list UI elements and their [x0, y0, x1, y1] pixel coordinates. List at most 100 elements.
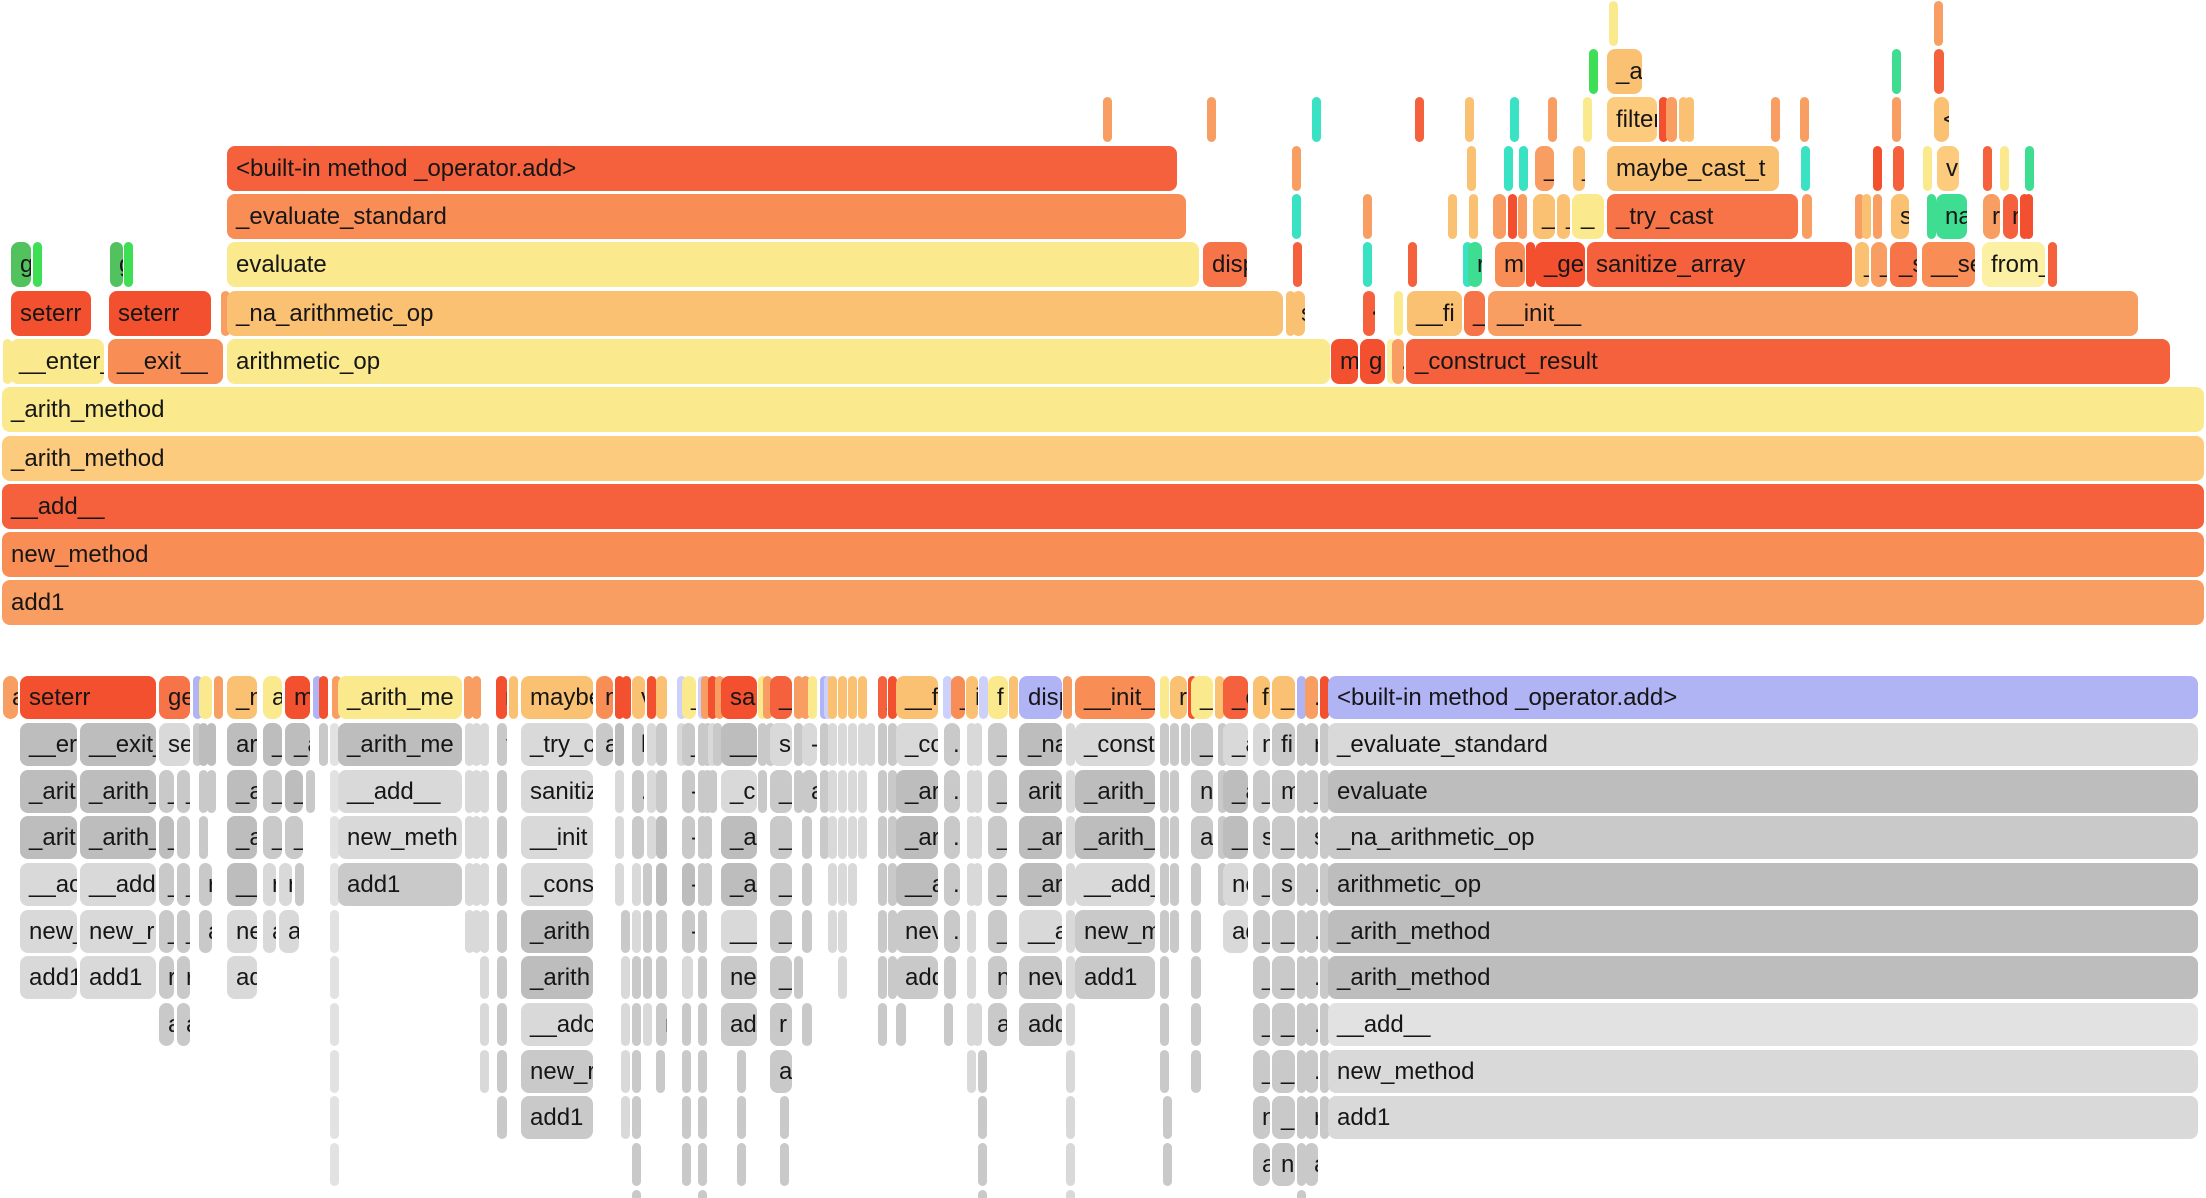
frame-sliver[interactable]: [888, 676, 897, 719]
frame-sliver[interactable]: [632, 1096, 641, 1139]
frame-sliver[interactable]: [497, 956, 507, 999]
frame-.[interactable]: .: [656, 770, 667, 813]
frame-.[interactable]: .: [497, 863, 507, 906]
frame-.[interactable]: .: [944, 863, 960, 906]
frame-sliver[interactable]: [698, 1190, 707, 1198]
frame-r[interactable]: r: [319, 723, 328, 766]
frame-sliver[interactable]: [780, 1143, 789, 1186]
frame-r[interactable]: r: [1305, 723, 1318, 766]
frame-__add__[interactable]: __add__: [2, 484, 2204, 529]
frame-_[interactable]: _: [988, 770, 1007, 813]
frame-a[interactable]: a: [770, 1050, 792, 1093]
frame-sliver[interactable]: [330, 1143, 339, 1186]
frame-sliver[interactable]: [621, 910, 630, 953]
frame-sliver[interactable]: [3, 339, 12, 384]
frame-from_[interactable]: from_: [1982, 242, 2045, 287]
frame-sliver[interactable]: [472, 816, 481, 859]
frame-__enter__[interactable]: __enter__: [10, 339, 104, 384]
frame-sliver[interactable]: [1160, 1050, 1169, 1093]
frame-sliver[interactable]: [621, 1003, 630, 1046]
frame-sliver[interactable]: [472, 676, 481, 719]
frame-_a[interactable]: _a: [227, 816, 257, 859]
frame-sliver[interactable]: [1066, 863, 1075, 906]
frame-.[interactable]: .: [1305, 956, 1318, 999]
frame-.[interactable]: .: [1305, 910, 1318, 953]
frame-ne[interactable]: ne: [721, 956, 757, 999]
frame-_[interactable]: _: [1253, 863, 1270, 906]
frame-sliver[interactable]: [1066, 1096, 1075, 1139]
frame-sliver[interactable]: [1297, 863, 1306, 906]
frame-sliver[interactable]: [199, 676, 212, 719]
frame-sliver[interactable]: [1320, 1050, 1329, 1093]
frame-__[interactable]: __: [721, 910, 757, 953]
frame-sliver[interactable]: [480, 910, 489, 953]
frame-evaluate[interactable]: evaluate: [227, 242, 1199, 287]
frame-ge[interactable]: ge: [159, 676, 190, 719]
frame--[interactable]: -: [682, 816, 695, 859]
frame-sliver[interactable]: [794, 676, 803, 719]
frame-sliver[interactable]: [713, 723, 722, 766]
frame-fi[interactable]: fi: [1272, 723, 1295, 766]
frame-sliver[interactable]: [1066, 910, 1075, 953]
frame-sliver[interactable]: [858, 770, 867, 813]
frame-_arith_method[interactable]: _arith_method: [2, 436, 2204, 481]
frame-__a[interactable]: __a: [1019, 910, 1062, 953]
frame-_[interactable]: _: [1305, 770, 1318, 813]
frame-_[interactable]: _: [1253, 1050, 1270, 1093]
frame-_evaluate_standard[interactable]: _evaluate_standard: [227, 194, 1186, 239]
frame-sliver[interactable]: [1066, 770, 1075, 813]
frame-f[interactable]: f: [497, 723, 507, 766]
frame-__adc[interactable]: __adc: [521, 1003, 593, 1046]
frame-n[interactable]: n: [596, 676, 613, 719]
frame-new_method[interactable]: new_method: [1328, 1050, 2198, 1093]
frame-n[interactable]: n: [1253, 1096, 1270, 1139]
frame-_[interactable]: _: [951, 676, 965, 719]
frame-sliver[interactable]: [848, 816, 857, 859]
frame-sliver[interactable]: [1934, 1, 1943, 46]
frame-sliver[interactable]: [888, 816, 897, 859]
frame-_[interactable]: _: [1871, 242, 1887, 287]
frame-sliver[interactable]: [820, 816, 829, 859]
frame-_arith_method[interactable]: _arith_method: [1328, 956, 2198, 999]
frame-_a[interactable]: _a: [721, 863, 757, 906]
frame-sliver[interactable]: [193, 723, 202, 766]
frame-sliver[interactable]: [313, 676, 322, 719]
frame-sliver[interactable]: [698, 1003, 707, 1046]
frame-sliver[interactable]: [465, 910, 474, 953]
frame-sliver[interactable]: [1320, 676, 1329, 719]
frame-_a[interactable]: _a: [285, 723, 310, 766]
frame-sliver[interactable]: [703, 723, 712, 766]
frame-r[interactable]: r: [177, 956, 190, 999]
frame-sliver[interactable]: [698, 770, 707, 813]
frame-sliver[interactable]: [472, 863, 481, 906]
frame-evaluate[interactable]: evaluate: [1328, 770, 2198, 813]
frame-sliver[interactable]: [802, 863, 812, 906]
frame-sliver[interactable]: [1297, 1050, 1306, 1093]
frame-.[interactable]: .: [828, 816, 837, 859]
frame-n[interactable]: n: [2003, 194, 2018, 239]
frame-sliver[interactable]: [656, 1050, 665, 1093]
frame-new_r[interactable]: new_r: [521, 1050, 593, 1093]
frame-sliver[interactable]: [888, 863, 897, 906]
frame-.[interactable]: .: [207, 770, 216, 813]
frame-sliver[interactable]: [221, 291, 230, 336]
frame-sanitiz[interactable]: sanitiz: [521, 770, 593, 813]
frame-__ac[interactable]: __ac: [20, 863, 77, 906]
frame-_[interactable]: _: [1533, 194, 1555, 239]
frame-sliver[interactable]: [682, 1003, 691, 1046]
frame-sliver[interactable]: [1320, 1003, 1329, 1046]
frame-.[interactable]: .: [828, 723, 837, 766]
frame-_[interactable]: _: [1464, 291, 1485, 336]
frame-sliver[interactable]: [838, 723, 847, 766]
frame-<[interactable]: <: [944, 1003, 953, 1046]
frame-_construct_result[interactable]: _construct_result: [1406, 339, 2170, 384]
frame-.[interactable]: .: [656, 910, 667, 953]
frame-sliver[interactable]: [632, 863, 641, 906]
frame-_cons[interactable]: _cons: [521, 863, 593, 906]
frame-sliver[interactable]: [978, 1096, 987, 1139]
frame-sliver[interactable]: [480, 1003, 489, 1046]
frame-a[interactable]: a: [263, 910, 276, 953]
frame-sliver[interactable]: [615, 770, 624, 813]
frame-sliver[interactable]: [979, 676, 988, 719]
frame-maybe[interactable]: maybe: [521, 676, 593, 719]
